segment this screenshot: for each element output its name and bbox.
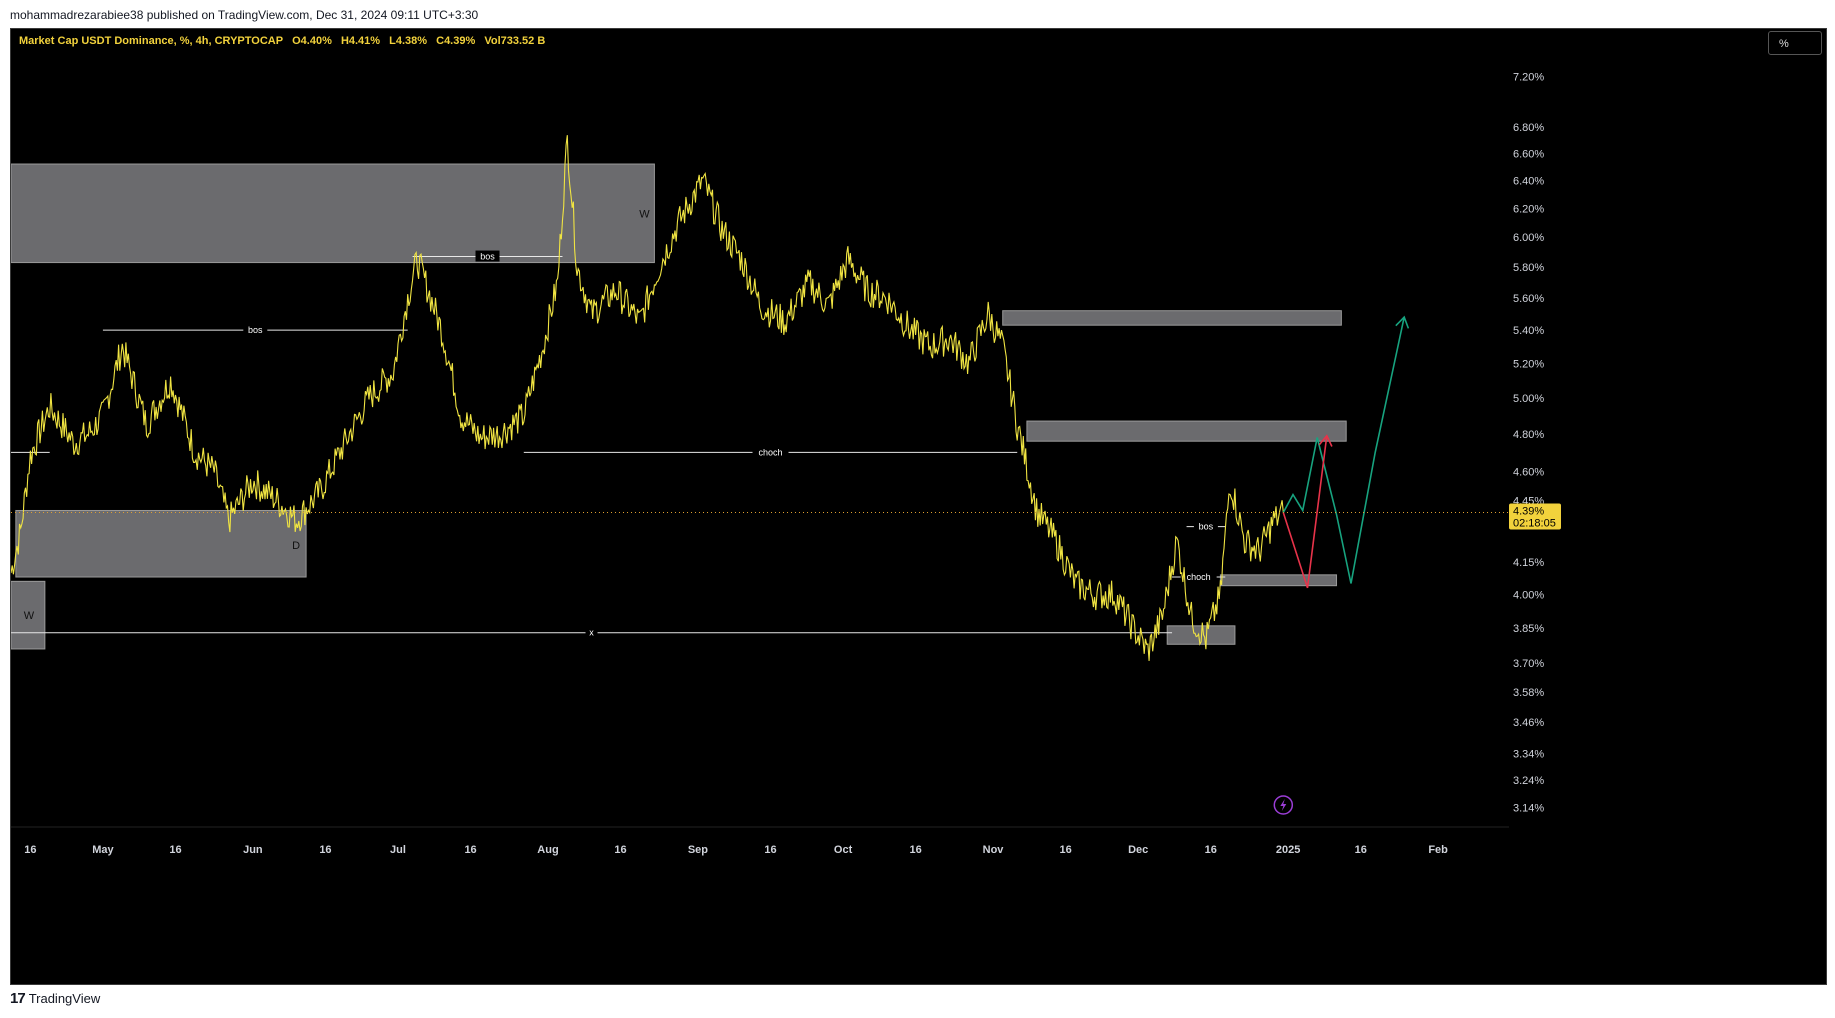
price-axis: 7.20% 6.80% 6.60% 6.40% 6.20% 6.00% 5.80% 5.60%… bbox=[1513, 72, 1544, 815]
lightning-icon bbox=[1273, 795, 1294, 815]
time-axis: 16 May 16 Jun 16 Jul 16 Aug 16 Sep 16 Oct 16 Nov 16 Dec… bbox=[11, 795, 1509, 856]
symbol-legend: Market Cap USDT Dominance, %, 4h, CRYPTO… bbox=[19, 35, 551, 47]
x-tick-label: Sep bbox=[688, 844, 708, 856]
projection-path-green bbox=[1282, 316, 1405, 584]
zone-box-1 bbox=[15, 509, 307, 578]
y-tick-label: 6.00% bbox=[1513, 232, 1544, 244]
level-label-3: x bbox=[589, 628, 594, 638]
level-label-bg-3 bbox=[585, 626, 598, 638]
current-price-marker: 4.39%02:18:05 bbox=[11, 503, 1561, 530]
x-tick-label: 16 bbox=[910, 844, 922, 856]
structure-levels: bos bos choch x bos choch bbox=[11, 250, 1226, 638]
price-chart[interactable]: W D W bos bos choch x bos choch 7.20% 6.80% 6.60%… bbox=[11, 29, 1826, 984]
zone-box-4 bbox=[1026, 420, 1347, 442]
zone-box-0 bbox=[11, 163, 655, 264]
zone-box-2 bbox=[11, 580, 46, 650]
level-label-bg-6 bbox=[1180, 571, 1217, 583]
x-tick-label: Jun bbox=[243, 844, 263, 856]
x-tick-label: 16 bbox=[24, 844, 36, 856]
projection-arrowhead-red bbox=[1318, 434, 1333, 447]
y-tick-label: 3.46% bbox=[1513, 717, 1544, 729]
x-tick-label: 2025 bbox=[1276, 844, 1300, 856]
volume-value: Vol733.52 B bbox=[484, 35, 546, 47]
lightning-icon-ring bbox=[1273, 795, 1294, 815]
y-tick-label: 3.14% bbox=[1513, 803, 1544, 815]
lightning-icon-bolt bbox=[1280, 799, 1287, 811]
y-tick-label: 5.60% bbox=[1513, 293, 1544, 305]
level-label-bg-1 bbox=[475, 250, 500, 262]
x-tick-label: Aug bbox=[537, 844, 558, 856]
y-tick-label: 5.00% bbox=[1513, 393, 1544, 405]
price-tag-value: 4.39% bbox=[1513, 505, 1544, 517]
x-tick-label: Feb bbox=[1428, 844, 1448, 856]
x-tick-label: 16 bbox=[169, 844, 181, 856]
y-tick-label: 6.60% bbox=[1513, 148, 1544, 160]
current-price-tag: 4.39%02:18:05 bbox=[1509, 503, 1561, 530]
price-line bbox=[11, 135, 1284, 661]
projection-path-red bbox=[1282, 435, 1328, 589]
price-tag-countdown: 02:18:05 bbox=[1513, 517, 1556, 529]
y-tick-label: 4.00% bbox=[1513, 589, 1544, 601]
level-label-bg-2 bbox=[752, 446, 789, 458]
x-tick-label: 16 bbox=[1355, 844, 1367, 856]
x-tick-label: 16 bbox=[464, 844, 476, 856]
y-tick-label: 4.15% bbox=[1513, 557, 1544, 569]
ohlc-high: H4.41% bbox=[340, 35, 381, 47]
level-label-5: bos bbox=[1199, 522, 1214, 532]
projection-arrowhead-green bbox=[1395, 315, 1410, 329]
ohlc-close: C4.39% bbox=[436, 35, 476, 47]
x-tick-label: 16 bbox=[1205, 844, 1217, 856]
x-tick-label: May bbox=[92, 844, 114, 856]
published-by-line: mohammadrezarabiee38 published on Tradin… bbox=[10, 8, 479, 22]
ohlc-low: L4.38% bbox=[389, 35, 428, 47]
y-tick-label: 3.34% bbox=[1513, 748, 1544, 760]
y-tick-label: 6.40% bbox=[1513, 175, 1544, 187]
x-tick-label: 16 bbox=[614, 844, 626, 856]
y-tick-label: 3.24% bbox=[1513, 775, 1544, 787]
zone-label-0: W bbox=[639, 208, 650, 220]
y-tick-label: 6.80% bbox=[1513, 122, 1544, 134]
footer-brand: 17 TradingView bbox=[10, 990, 100, 1007]
brand-name: TradingView bbox=[28, 991, 101, 1006]
y-tick-label: 5.40% bbox=[1513, 325, 1544, 337]
level-label-6: choch bbox=[1187, 572, 1211, 582]
y-tick-label: 3.58% bbox=[1513, 687, 1544, 699]
x-tick-label: 16 bbox=[319, 844, 331, 856]
y-tick-label: 5.80% bbox=[1513, 262, 1544, 274]
x-tick-label: 16 bbox=[764, 844, 776, 856]
level-label-bg-5 bbox=[1193, 520, 1218, 532]
y-tick-label: 3.70% bbox=[1513, 658, 1544, 670]
zone-label-2: W bbox=[24, 610, 35, 622]
supply-demand-zones: W D W bbox=[11, 163, 1347, 650]
y-tick-label: 5.20% bbox=[1513, 358, 1544, 370]
x-tick-label: Dec bbox=[1128, 844, 1148, 856]
projection-paths bbox=[1282, 315, 1410, 589]
ohlc-open: O4.40% bbox=[292, 35, 332, 47]
x-tick-label: Jul bbox=[390, 844, 406, 856]
x-tick-label: 16 bbox=[1059, 844, 1071, 856]
zone-label-1: D bbox=[292, 540, 300, 552]
y-tick-label: 7.20% bbox=[1513, 72, 1544, 84]
tradingview-logo-icon: 17 bbox=[10, 990, 26, 1007]
percent-scale-button[interactable]: % bbox=[1768, 31, 1822, 55]
price-tag-box bbox=[1509, 503, 1561, 530]
y-tick-label: 6.20% bbox=[1513, 203, 1544, 215]
symbol-name[interactable]: Market Cap USDT Dominance, %, 4h, CRYPTO… bbox=[19, 35, 284, 47]
level-label-bg-0 bbox=[243, 324, 268, 336]
zone-box-5 bbox=[1219, 574, 1338, 587]
chart-panel[interactable]: W D W bos bos choch x bos choch 7.20% 6.80% 6.60%… bbox=[10, 28, 1827, 985]
y-tick-label: 3.85% bbox=[1513, 623, 1544, 635]
x-tick-label: Nov bbox=[983, 844, 1005, 856]
y-tick-label: 4.80% bbox=[1513, 429, 1544, 441]
y-tick-label: 4.60% bbox=[1513, 466, 1544, 478]
level-label-1: bos bbox=[480, 252, 495, 262]
x-tick-label: Oct bbox=[834, 844, 853, 856]
zone-box-3 bbox=[1002, 310, 1342, 326]
level-label-0: bos bbox=[248, 325, 263, 335]
price-series bbox=[11, 135, 1284, 661]
level-label-2: choch bbox=[758, 447, 782, 457]
